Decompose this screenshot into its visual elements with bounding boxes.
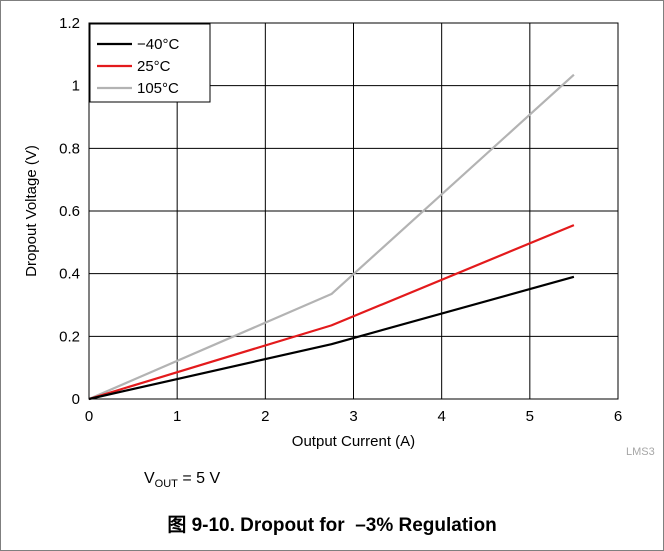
watermark-label: LMS3 xyxy=(626,446,655,458)
legend-entry: 25°C xyxy=(137,58,171,75)
y-tick-label: 0.2 xyxy=(59,328,80,345)
y-tick-label: 1.2 xyxy=(59,15,80,32)
x-tick-label: 2 xyxy=(261,408,269,425)
x-tick-labels: 0 1 2 3 4 5 6 xyxy=(85,408,622,425)
series-layer xyxy=(88,73,575,401)
y-axis-label: Dropout Voltage (V) xyxy=(23,145,40,277)
series-line-2 xyxy=(88,73,575,401)
legend: −40°C 25°C 105°C xyxy=(89,23,211,103)
x-tick-label: 6 xyxy=(614,408,622,425)
condition-subscript: OUT xyxy=(154,478,178,491)
y-tick-label: 0 xyxy=(72,391,80,408)
series-line-0 xyxy=(88,275,575,401)
legend-box xyxy=(89,23,211,103)
test-condition: VOUT = 5 V xyxy=(144,470,220,490)
legend-entry: −40°C xyxy=(137,36,179,53)
y-tick-label: 0.6 xyxy=(59,203,80,220)
x-tick-label: 3 xyxy=(349,408,357,425)
legend-entry: 105°C xyxy=(137,80,179,97)
x-tick-label: 5 xyxy=(526,408,534,425)
y-tick-label: 0.8 xyxy=(59,140,80,157)
condition-v: V xyxy=(144,470,155,487)
dropout-chart: 0 1 2 3 4 5 6 0 0.2 0.4 0.6 0.8 1 1.2 Output Current… xyxy=(23,15,655,458)
x-tick-label: 0 xyxy=(85,408,93,425)
plot-border xyxy=(88,22,619,400)
y-tick-label: 0.4 xyxy=(59,266,80,283)
condition-value: = 5 V xyxy=(177,470,221,487)
series-line-1 xyxy=(88,224,575,401)
x-tick-label: 4 xyxy=(437,408,445,425)
x-tick-label: 1 xyxy=(173,408,181,425)
y-tick-label: 1 xyxy=(72,78,80,95)
x-axis-label: Output Current (A) xyxy=(292,433,415,450)
figure-caption: 图 9-10. Dropout for –3% Regulation xyxy=(167,515,497,536)
y-tick-labels: 0 0.2 0.4 0.6 0.8 1 1.2 xyxy=(59,15,80,408)
